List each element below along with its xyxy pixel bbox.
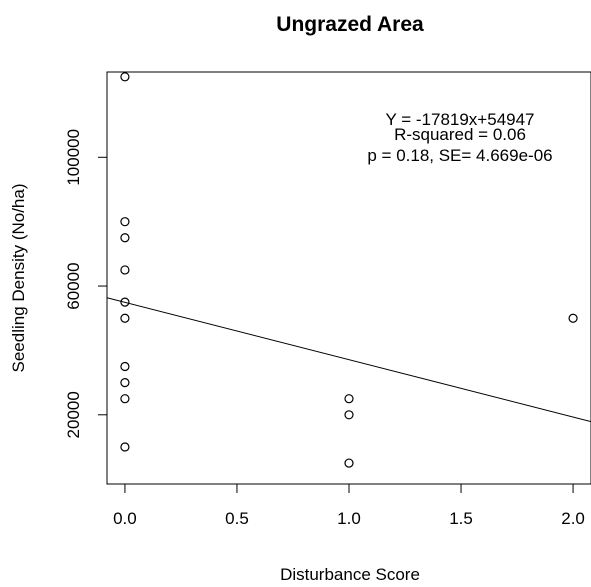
data-point	[120, 313, 130, 323]
x-tick-label: 2.0	[561, 509, 585, 528]
y-tick-label: 60000	[64, 262, 83, 309]
chart-title: Ungrazed Area	[276, 13, 424, 36]
data-point	[344, 394, 354, 404]
data-point	[120, 217, 130, 227]
y-tick-label: 20000	[64, 391, 83, 438]
y-axis: 20000 60000 100000	[64, 129, 107, 438]
x-tick-label: 0.5	[225, 509, 249, 528]
p-value-annotation: p = 0.18, SE= 4.669e-06	[367, 146, 552, 165]
data-point	[120, 72, 130, 82]
data-point	[120, 378, 130, 388]
data-point	[568, 313, 578, 323]
data-points	[120, 72, 578, 468]
data-point	[120, 442, 130, 452]
data-point	[120, 361, 130, 372]
y-axis-label: Seedling Density (No/ha)	[9, 184, 28, 373]
regression-line	[106, 297, 591, 423]
x-axis: 0.0 0.5 1.0 1.5 2.0	[113, 484, 585, 528]
data-point	[344, 410, 354, 420]
r-squared-annotation: R-squared = 0.06	[394, 125, 526, 144]
x-axis-label: Disturbance Score	[280, 565, 420, 584]
data-point	[120, 233, 130, 243]
data-point	[120, 297, 130, 307]
equation-annotation: Y = -17819x+54947	[385, 110, 534, 129]
y-tick-label: 100000	[64, 129, 83, 186]
x-tick-label: 0.0	[113, 509, 137, 528]
x-tick-label: 1.5	[449, 509, 473, 528]
data-point	[120, 265, 130, 275]
data-point	[120, 394, 130, 404]
x-tick-label: 1.0	[337, 509, 361, 528]
data-point	[344, 458, 354, 468]
